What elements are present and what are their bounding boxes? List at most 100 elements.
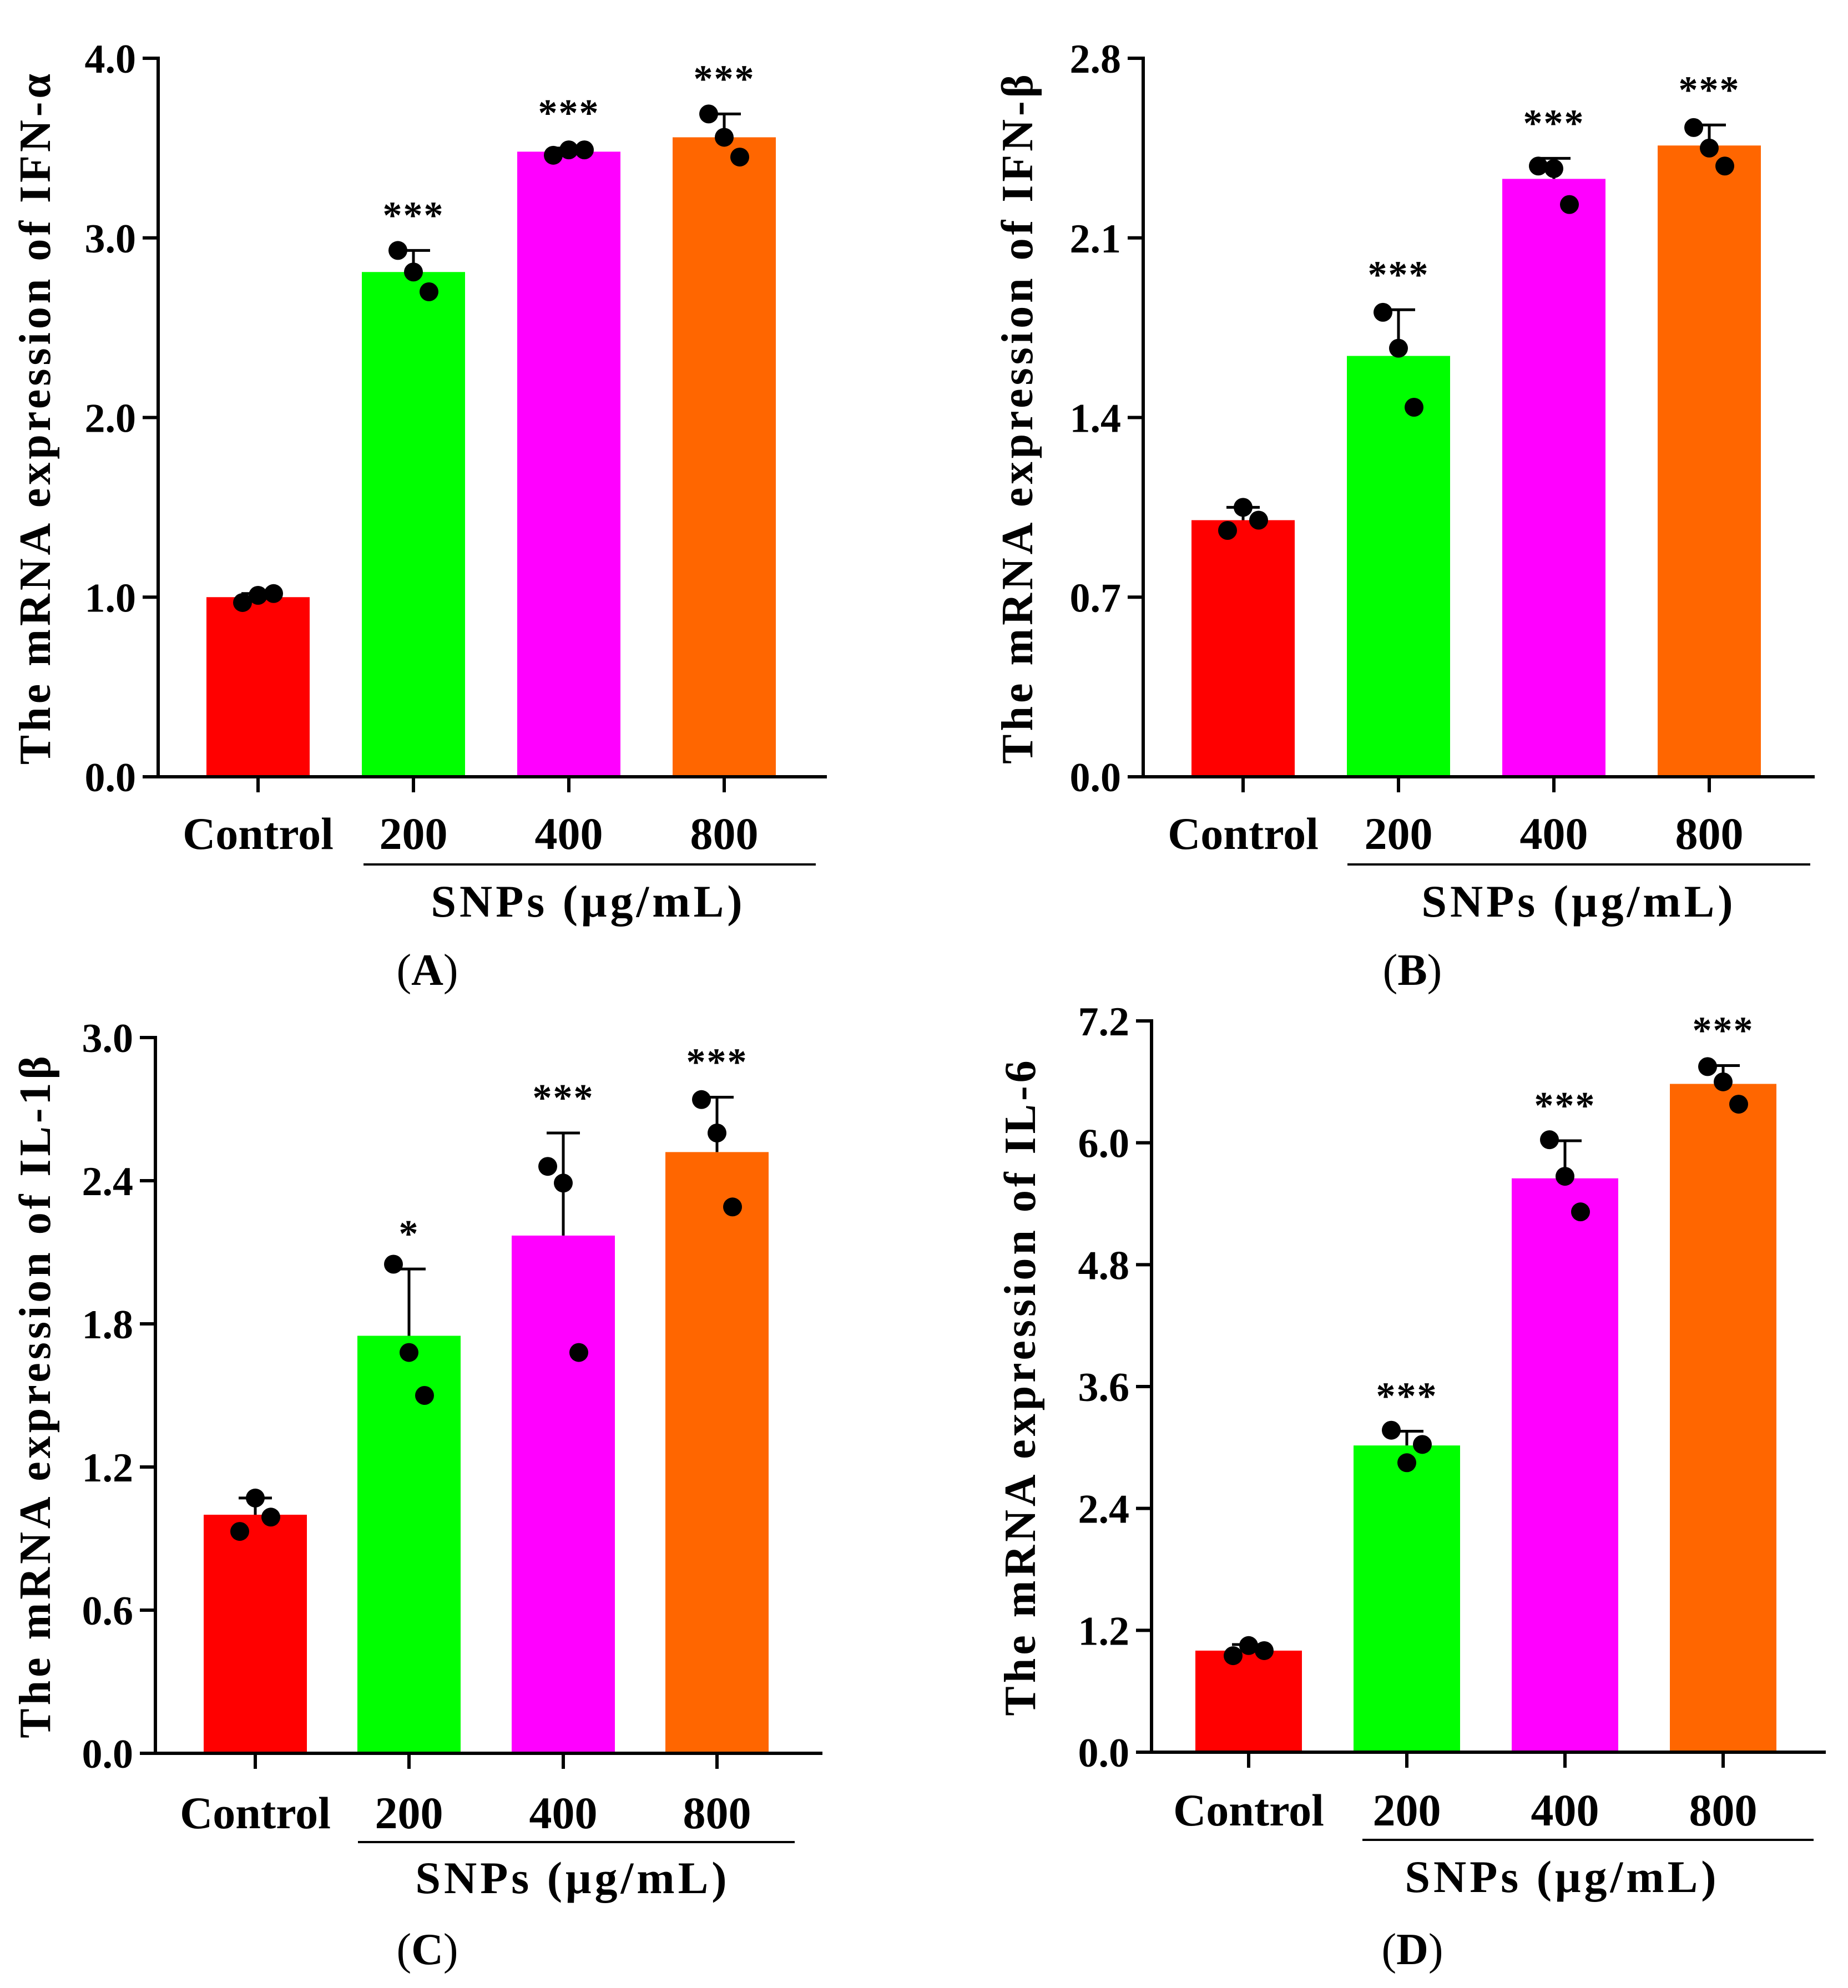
data-point: [569, 1343, 588, 1362]
panel-label: (D): [1381, 1925, 1443, 1974]
data-point: [1239, 1636, 1258, 1655]
panel-label-letter: C: [411, 1925, 443, 1974]
data-point: [261, 1508, 280, 1527]
data-point: [388, 241, 407, 260]
y-tick-label: 0.7: [1070, 575, 1122, 621]
data-point: [1560, 195, 1579, 214]
data-point: [1224, 1646, 1243, 1666]
panel-label-open: (: [1383, 946, 1398, 995]
data-point: [1684, 118, 1703, 137]
group-label: SNPs (μg/mL): [1405, 1852, 1719, 1902]
data-point: [1413, 1435, 1432, 1454]
panel-label-open: (: [396, 1925, 411, 1974]
x-tick-label: 200: [1373, 1785, 1441, 1835]
y-axis-title: The mRNA expression of IL-1β: [11, 1053, 60, 1738]
y-tick-label: 0.0: [1078, 1731, 1130, 1776]
x-tick-label: 200: [380, 808, 448, 859]
significance-marker: ***: [1368, 254, 1430, 296]
data-point: [1405, 398, 1423, 417]
x-tick-label: 400: [535, 808, 603, 859]
bar-800: [673, 137, 776, 777]
bar-200: [362, 272, 465, 777]
significance-marker: ***: [1534, 1085, 1596, 1127]
data-point: [1700, 138, 1719, 158]
significance-marker: *: [399, 1213, 420, 1256]
data-point: [544, 145, 563, 165]
data-point: [1389, 338, 1408, 358]
y-tick-label: 2.4: [82, 1159, 134, 1205]
y-tick-label: 2.4: [1078, 1487, 1130, 1532]
data-point: [1698, 1057, 1717, 1076]
x-tick-label: 200: [1365, 808, 1433, 859]
y-tick-label: 2.1: [1070, 216, 1122, 262]
data-point: [1540, 1130, 1559, 1150]
bar-control: [1195, 1650, 1302, 1752]
group-label: SNPs (μg/mL): [415, 1853, 730, 1903]
panel-label-close: ): [443, 1925, 458, 1974]
bar-400: [1512, 1178, 1618, 1752]
bar-200: [1347, 356, 1450, 777]
significance-marker: ***: [1376, 1375, 1438, 1418]
y-tick-label: 1.4: [1070, 396, 1122, 442]
data-point: [1714, 1072, 1733, 1091]
data-point: [559, 140, 578, 160]
y-tick-label: 0.0: [82, 1732, 134, 1777]
y-tick-label: 0.0: [1070, 755, 1122, 801]
bar-400: [517, 151, 620, 777]
chart-panel-a: *** *** *** 0.0 1.0 2.0 3.0 4.0 Control 200 400 800…: [11, 37, 827, 995]
bar-800: [1658, 145, 1761, 777]
data-point: [233, 593, 252, 612]
significance-marker: ***: [1523, 102, 1585, 145]
bar-800: [1670, 1084, 1776, 1752]
data-point: [692, 1090, 711, 1109]
x-tick-label: 800: [1689, 1785, 1758, 1835]
data-point: [554, 1173, 573, 1193]
x-tick-label: 800: [1675, 808, 1744, 859]
y-tick-label: 6.0: [1078, 1121, 1130, 1167]
data-point: [1382, 1420, 1401, 1440]
panel-label-close: ): [1428, 1925, 1443, 1974]
data-point: [699, 104, 718, 124]
significance-marker: ***: [694, 58, 755, 100]
x-tick-label: 800: [683, 1788, 751, 1838]
data-point: [1571, 1202, 1590, 1222]
panel-label: (A): [396, 946, 458, 995]
y-tick-label: 3.0: [82, 1016, 134, 1061]
data-point: [1729, 1095, 1748, 1114]
bar-control: [1191, 520, 1295, 777]
panel-label-open: (: [1381, 1925, 1396, 1974]
panel-label-close: ): [443, 946, 458, 995]
y-tick-label: 3.0: [85, 216, 137, 262]
chart-panel-d: *** *** *** 0.0 1.2 2.4 3.6 4.8 6.0 7.2 Control 200…: [996, 999, 1826, 1974]
significance-marker: ***: [383, 194, 445, 237]
data-point: [384, 1254, 403, 1274]
data-point: [1529, 156, 1548, 176]
significance-marker: ***: [1693, 1010, 1754, 1053]
data-point: [730, 148, 749, 167]
panel-label-letter: D: [1396, 1925, 1428, 1974]
chart-panel-b: *** *** *** 0.0 0.7 1.4 2.1 2.8 Control 200 400 800…: [993, 37, 1815, 995]
bar-800: [665, 1152, 769, 1753]
y-tick-label: 4.0: [85, 37, 137, 82]
data-point: [715, 128, 734, 147]
data-point: [264, 584, 283, 603]
panel-label-close: ): [1427, 946, 1442, 995]
x-tick-label: Control: [1173, 1785, 1324, 1835]
y-tick-label: 3.6: [1078, 1365, 1130, 1410]
y-tick-label: 1.2: [1078, 1608, 1130, 1654]
y-tick-label: 0.0: [85, 755, 137, 801]
data-point: [230, 1522, 249, 1541]
data-point: [1234, 498, 1253, 517]
panel-label-letter: B: [1397, 946, 1427, 995]
bar-400: [1502, 179, 1605, 777]
bar-control: [206, 597, 310, 777]
data-point: [420, 282, 438, 301]
data-point: [708, 1124, 726, 1142]
data-point: [538, 1157, 557, 1176]
significance-marker: ***: [533, 1077, 594, 1120]
significance-marker: ***: [1679, 69, 1740, 112]
panel-label: (B): [1383, 946, 1442, 995]
data-point: [400, 1343, 418, 1362]
panel-label: (C): [396, 1925, 458, 1974]
